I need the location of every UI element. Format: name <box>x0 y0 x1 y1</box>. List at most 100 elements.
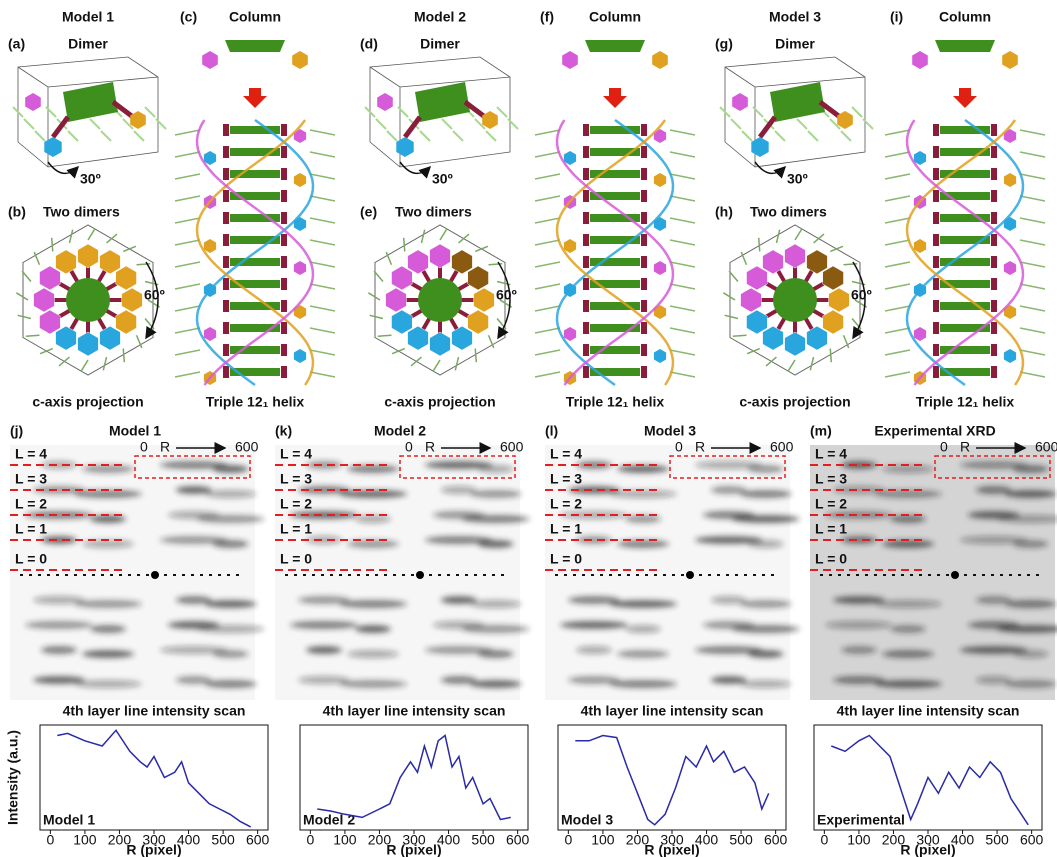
streak <box>212 540 249 548</box>
streak <box>212 650 249 658</box>
core <box>940 192 990 200</box>
beam-center <box>151 571 159 579</box>
side-chain <box>373 270 384 282</box>
streak <box>25 511 93 519</box>
panel-title: Two dimers <box>395 204 472 220</box>
side-chain <box>669 305 696 312</box>
plot-annotation: Model 2 <box>303 812 355 828</box>
mesogen <box>451 325 473 351</box>
side-chain <box>1019 261 1046 268</box>
hexagon-cell <box>374 224 506 376</box>
core <box>590 302 640 310</box>
streak <box>841 646 877 654</box>
mesogen <box>293 217 307 231</box>
mesogen <box>55 325 77 351</box>
side-chain <box>174 173 201 180</box>
streak <box>306 536 342 544</box>
mesogen <box>99 325 121 351</box>
mesogen <box>451 249 473 275</box>
linker <box>281 234 287 246</box>
linker <box>583 190 589 202</box>
caption: c-axis projection <box>739 394 850 410</box>
panel-title: Model 3 <box>644 423 696 439</box>
mesogen <box>563 327 577 341</box>
mesogen <box>407 325 429 351</box>
mesogen <box>1003 129 1017 143</box>
mesogen <box>396 137 414 157</box>
linker <box>933 124 939 136</box>
streak <box>825 621 893 629</box>
streak <box>298 486 350 494</box>
scale-end: 600 <box>500 439 524 455</box>
mesogen <box>391 265 413 291</box>
panel-title: Model 1 <box>109 423 161 439</box>
mesogen <box>746 309 768 335</box>
streak <box>41 646 77 654</box>
core <box>230 126 280 134</box>
layer-label: L = 4 <box>280 446 312 462</box>
layer-label: L = 4 <box>815 446 847 462</box>
core <box>590 324 640 332</box>
core <box>230 148 280 156</box>
angle-label: 30º <box>787 171 808 187</box>
core <box>585 40 645 52</box>
side-chain <box>534 151 561 158</box>
side-chain <box>496 106 508 118</box>
mesogen <box>77 331 99 357</box>
side-chain <box>722 292 736 301</box>
side-chain <box>774 130 786 142</box>
caption: Triple 12₁ helix <box>566 394 665 410</box>
streak <box>1012 650 1049 658</box>
beam-center <box>686 571 694 579</box>
core <box>418 278 462 322</box>
mesogen <box>913 327 927 341</box>
side-chain <box>369 314 384 320</box>
layer-label: L = 1 <box>815 521 847 537</box>
layer-label: L = 4 <box>550 446 582 462</box>
layer-label: L = 0 <box>550 551 582 567</box>
mesogen <box>385 287 407 313</box>
side-chain <box>122 348 126 363</box>
intensity-line <box>831 734 1029 826</box>
arrow <box>953 88 977 108</box>
streak <box>833 486 885 494</box>
linker <box>583 322 589 334</box>
streak <box>996 515 1057 523</box>
linker <box>281 322 287 334</box>
side-chain <box>174 129 201 136</box>
side-chain <box>775 229 781 244</box>
side-chain <box>1019 239 1046 246</box>
streak <box>617 650 669 658</box>
linker <box>281 124 287 136</box>
side-chain <box>669 151 696 158</box>
mesogen <box>99 249 121 275</box>
streak <box>747 650 784 658</box>
side-chain <box>669 327 696 334</box>
layer-label: L = 2 <box>550 496 582 512</box>
linker <box>933 322 939 334</box>
side-chain <box>787 359 796 373</box>
side-chain <box>174 283 201 290</box>
x-tick-label: 500 <box>729 832 753 848</box>
side-chain <box>534 129 561 136</box>
side-chain <box>174 239 201 246</box>
angle-label: 60º <box>851 287 872 303</box>
streak <box>469 490 522 498</box>
mesogen <box>44 137 62 157</box>
linker <box>223 300 229 312</box>
heading: Column <box>939 9 991 25</box>
streak <box>204 490 257 498</box>
core <box>230 170 280 178</box>
layer-label: L = 2 <box>815 496 847 512</box>
mesogen <box>467 309 489 335</box>
core <box>415 82 470 122</box>
mesogen <box>25 93 41 111</box>
side-chain <box>829 348 833 363</box>
streak <box>739 680 792 688</box>
streak <box>731 625 800 633</box>
x-tick-label: 100 <box>333 832 357 848</box>
chart-title: 4th layer line intensity scan <box>323 703 506 719</box>
panel-title: Two dimers <box>750 204 827 220</box>
x-tick-label: 600 <box>1020 832 1044 848</box>
panel-label: (b) <box>8 204 26 220</box>
